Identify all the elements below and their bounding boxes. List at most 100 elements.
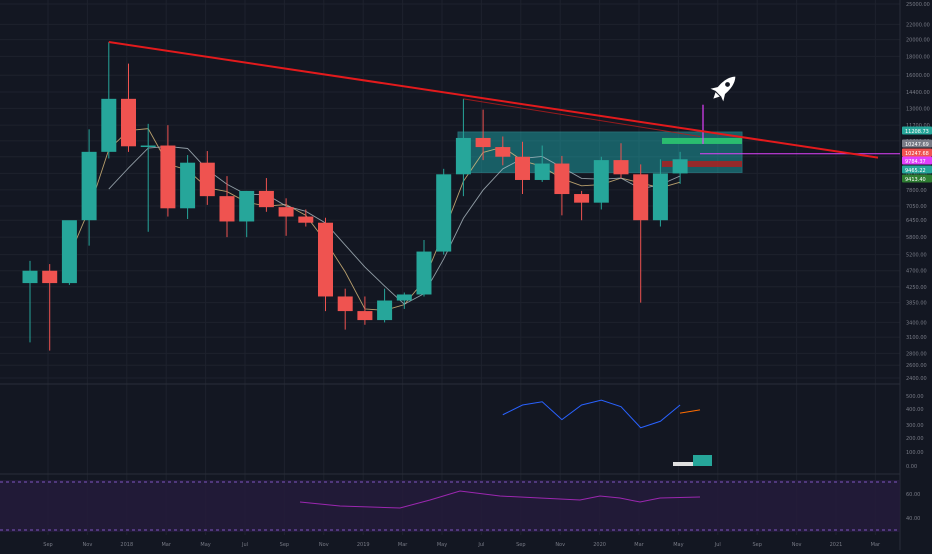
price-label: 10247.69 xyxy=(905,142,929,148)
candle-body[interactable] xyxy=(574,194,590,203)
histogram-bar xyxy=(693,455,712,466)
y-tick-label: 2600.00 xyxy=(906,363,927,369)
candle-body[interactable] xyxy=(416,251,432,295)
price-label: 11208.73 xyxy=(905,129,929,135)
candle-body[interactable] xyxy=(652,173,668,221)
x-tick-label: 2020 xyxy=(593,542,606,548)
stop-zone[interactable] xyxy=(662,160,742,167)
x-tick-label: May xyxy=(673,542,683,548)
candle-body[interactable] xyxy=(436,174,452,252)
indicator-tick-label: 400.00 xyxy=(906,407,924,413)
candle-body[interactable] xyxy=(318,222,333,297)
x-axis: Sep Nov 2018 Mar May Jul Sep Nov 2019 Mar May Jul Se… xyxy=(43,542,881,548)
rsi-pane xyxy=(0,480,900,532)
y-tick-label: 22000.00 xyxy=(906,22,930,28)
price-label: 9465.22 xyxy=(905,168,926,174)
candle-body[interactable] xyxy=(672,159,688,174)
x-tick-label: Jul xyxy=(241,542,248,548)
candle-body[interactable] xyxy=(22,270,38,284)
y-tick-label: 11700.00 xyxy=(906,123,930,129)
x-tick-label: May xyxy=(200,542,210,548)
grid xyxy=(0,0,901,550)
candle-body[interactable] xyxy=(633,174,649,221)
candle-body[interactable] xyxy=(140,145,156,148)
candle-body[interactable] xyxy=(534,163,550,180)
candle-body[interactable] xyxy=(554,163,570,195)
x-tick-label: Nov xyxy=(319,542,329,548)
candle-body[interactable] xyxy=(42,270,58,284)
candle-body[interactable] xyxy=(593,160,609,203)
minor-trendline[interactable] xyxy=(463,98,701,137)
candle-body[interactable] xyxy=(219,196,235,222)
candle-body[interactable] xyxy=(239,190,255,222)
price-labels: 11208.73 10247.69 10247.68 9784.37 9465.22 94… xyxy=(902,126,932,183)
candle-body[interactable] xyxy=(258,190,274,208)
price-label-box xyxy=(902,156,932,165)
rsi-band xyxy=(0,480,900,532)
rsi-line xyxy=(299,490,701,509)
candle-body[interactable] xyxy=(298,216,314,223)
x-tick-label: Mar xyxy=(398,542,408,548)
candle-body[interactable] xyxy=(396,294,412,301)
x-tick-label: Jul xyxy=(477,542,484,548)
x-tick-label: Sep xyxy=(752,542,761,548)
y-tick-label: 25000.00 xyxy=(906,2,930,8)
rocket-icon xyxy=(710,76,736,102)
y-tick-label: 5800.00 xyxy=(906,235,927,241)
histogram-bar xyxy=(673,462,693,466)
price-label: 9413.40 xyxy=(905,177,926,183)
candle-body[interactable] xyxy=(475,137,491,148)
candle-body[interactable] xyxy=(61,220,77,284)
price-label: 10247.68 xyxy=(905,151,929,157)
indicator-tick-label: 500.00 xyxy=(906,394,924,400)
x-tick-label: Nov xyxy=(83,542,93,548)
indicator-signal-line xyxy=(679,409,701,414)
price-label-box xyxy=(902,165,932,174)
rsi-tick-label: 40.00 xyxy=(906,516,920,522)
candle-body[interactable] xyxy=(278,207,294,217)
y-tick-label: 4250.00 xyxy=(906,285,927,291)
candle-body[interactable] xyxy=(199,162,215,197)
y-tick-label: 7800.00 xyxy=(906,188,927,194)
price-label-box xyxy=(902,139,932,148)
candle-body[interactable] xyxy=(613,160,629,175)
candles[interactable] xyxy=(22,42,688,351)
x-tick-label: Nov xyxy=(792,542,802,548)
candle-body[interactable] xyxy=(180,162,196,209)
price-label-box xyxy=(902,174,932,183)
price-label-box xyxy=(902,148,932,157)
rocket-fin-right xyxy=(721,92,726,102)
y-tick-label: 6450.00 xyxy=(906,218,927,224)
candle-body[interactable] xyxy=(495,147,511,157)
x-tick-label: Sep xyxy=(43,542,52,548)
indicator-tick-label: 300.00 xyxy=(906,423,924,429)
candle-body[interactable] xyxy=(160,145,176,209)
x-tick-label: 2018 xyxy=(120,542,133,548)
candle-body[interactable] xyxy=(357,311,373,321)
trendline[interactable] xyxy=(108,41,879,159)
y-tick-label: 18000.00 xyxy=(906,54,930,60)
indicator-tick-label: 200.00 xyxy=(906,436,924,442)
candle-body[interactable] xyxy=(101,98,117,152)
candle-body[interactable] xyxy=(81,151,97,221)
candle-body[interactable] xyxy=(337,296,353,312)
price-label: 9784.37 xyxy=(905,159,926,165)
candle-body[interactable] xyxy=(377,300,393,321)
y-tick-label: 8650.00 xyxy=(906,171,927,177)
x-tick-label: Jul xyxy=(714,542,721,548)
candle-body[interactable] xyxy=(121,98,136,147)
x-tick-label: Nov xyxy=(555,542,565,548)
descending-trendline[interactable] xyxy=(108,41,879,159)
indicator-2 xyxy=(673,455,712,466)
indicator-tick-label: 0.00 xyxy=(906,464,917,470)
indicator-tick-label: 100.00 xyxy=(906,450,924,456)
target-zone[interactable] xyxy=(662,137,742,144)
y-tick-label: 5200.00 xyxy=(906,253,927,259)
candle-body[interactable] xyxy=(515,156,530,180)
candle-body[interactable] xyxy=(455,137,471,175)
indicator-1 xyxy=(502,399,701,429)
x-tick-label: Sep xyxy=(280,542,289,548)
